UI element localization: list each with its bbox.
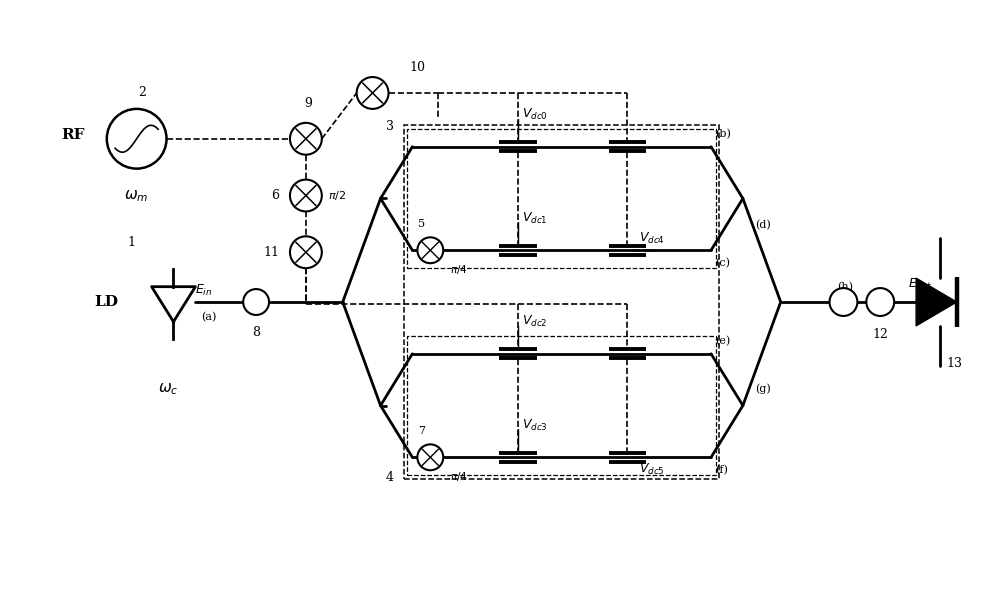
Circle shape bbox=[357, 77, 389, 109]
Text: (c): (c) bbox=[715, 258, 730, 268]
Text: 3: 3 bbox=[386, 120, 394, 134]
Text: $V_{dc2}$: $V_{dc2}$ bbox=[522, 314, 547, 329]
Circle shape bbox=[417, 237, 443, 263]
Text: (h): (h) bbox=[837, 282, 853, 292]
Text: $V_{dc3}$: $V_{dc3}$ bbox=[522, 418, 548, 433]
Text: 1: 1 bbox=[128, 236, 136, 249]
Text: $E_{in}$: $E_{in}$ bbox=[195, 282, 213, 298]
Text: $V_{dc0}$: $V_{dc0}$ bbox=[522, 107, 548, 123]
Text: $\omega_m$: $\omega_m$ bbox=[124, 188, 149, 204]
Text: (e): (e) bbox=[715, 336, 730, 346]
Bar bbox=[407, 336, 716, 475]
Text: 12: 12 bbox=[872, 328, 888, 341]
Bar bbox=[404, 125, 719, 479]
Text: $V_{dc4}$: $V_{dc4}$ bbox=[639, 231, 665, 246]
Text: 4: 4 bbox=[386, 471, 394, 484]
Circle shape bbox=[290, 179, 322, 212]
Polygon shape bbox=[916, 278, 957, 326]
Text: RF: RF bbox=[61, 127, 85, 142]
Text: $V_{dc1}$: $V_{dc1}$ bbox=[522, 211, 548, 226]
Text: 8: 8 bbox=[252, 326, 260, 339]
Text: 6: 6 bbox=[271, 189, 279, 202]
Text: (g): (g) bbox=[755, 383, 771, 393]
Text: 9: 9 bbox=[304, 97, 312, 110]
Text: $\pi/2$: $\pi/2$ bbox=[328, 189, 346, 202]
Text: $E_{out}$: $E_{out}$ bbox=[908, 276, 933, 292]
Text: (a): (a) bbox=[201, 312, 217, 322]
Bar bbox=[407, 129, 716, 268]
Text: $\pi/4$: $\pi/4$ bbox=[450, 263, 468, 276]
Circle shape bbox=[829, 288, 857, 316]
Text: LD: LD bbox=[95, 295, 119, 309]
Text: 11: 11 bbox=[263, 246, 279, 259]
Text: 7: 7 bbox=[418, 426, 425, 436]
Circle shape bbox=[866, 288, 894, 316]
Text: 10: 10 bbox=[409, 60, 425, 74]
Text: 13: 13 bbox=[947, 357, 963, 370]
Text: $\omega_c$: $\omega_c$ bbox=[158, 382, 179, 398]
Text: $V_{dc5}$: $V_{dc5}$ bbox=[639, 462, 665, 477]
Circle shape bbox=[417, 444, 443, 470]
Circle shape bbox=[290, 123, 322, 155]
Circle shape bbox=[107, 109, 167, 168]
Circle shape bbox=[290, 236, 322, 268]
Text: 2: 2 bbox=[138, 87, 146, 99]
Text: (f): (f) bbox=[715, 465, 728, 476]
Text: 5: 5 bbox=[418, 220, 425, 229]
Circle shape bbox=[243, 289, 269, 315]
Text: (d): (d) bbox=[755, 220, 771, 231]
Text: $\pi/4$: $\pi/4$ bbox=[450, 470, 468, 483]
Text: (b): (b) bbox=[715, 129, 731, 138]
